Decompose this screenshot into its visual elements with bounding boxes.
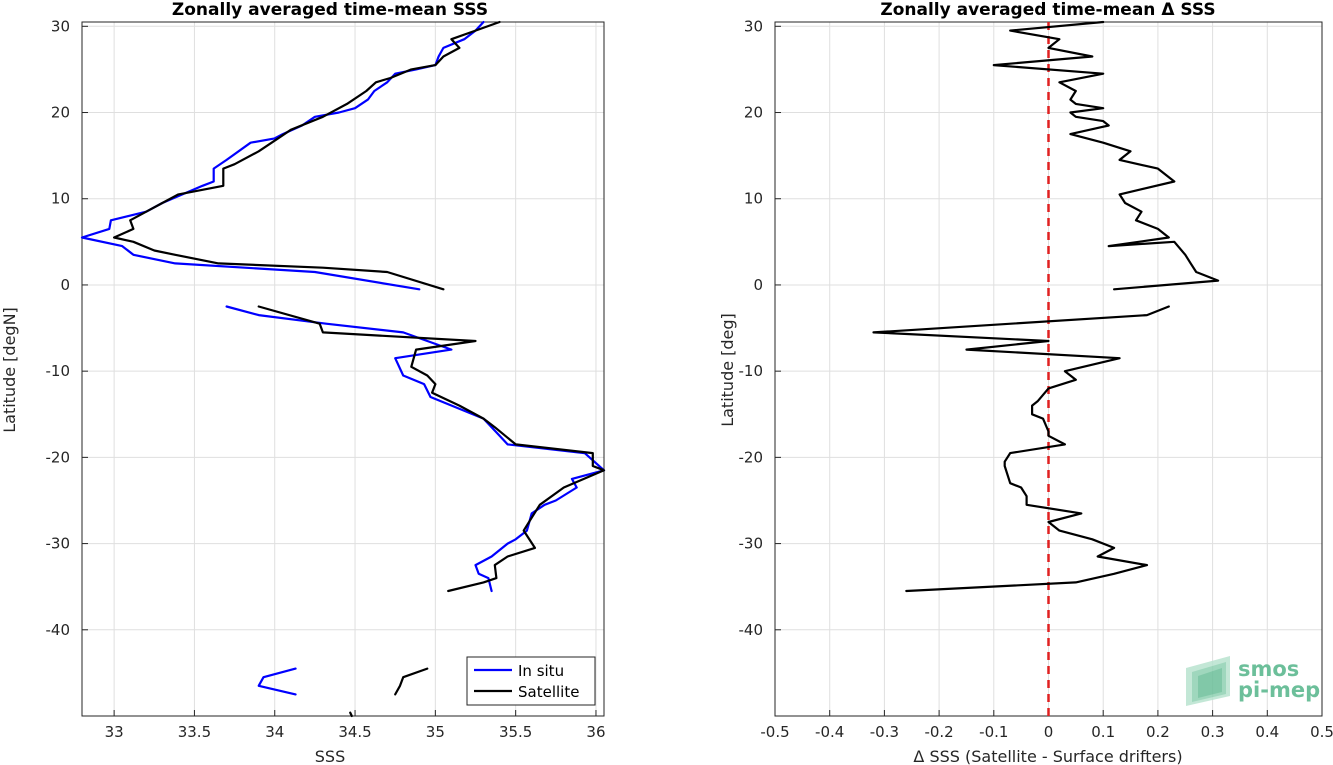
left-xtick-label: 35 <box>426 723 445 741</box>
right-ytick-label: -10 <box>739 362 764 380</box>
right-panel-delta-sss: Zonally averaged time-mean Δ SSS -0.5 -0.… <box>718 0 1333 765</box>
left-ytick-label: -20 <box>46 448 71 466</box>
left-xtick-label: 36 <box>586 723 605 741</box>
series-line-delta-sss-0 <box>992 20 1220 291</box>
right-xtick-label: 0.4 <box>1255 723 1279 741</box>
legend-label-satellite: Satellite <box>518 683 579 701</box>
left-ticks: 33 33.5 34 34.5 35 35.5 36 30 20 10 0 -10 -20 -30 -40 <box>46 17 606 741</box>
series-line-in-situ-2 <box>257 667 297 696</box>
right-xtick-label: 0.1 <box>1091 723 1115 741</box>
logo-text-smos: smos <box>1238 657 1299 681</box>
right-xtick-label: -0.4 <box>815 723 844 741</box>
left-ytick-label: -30 <box>46 535 71 553</box>
left-xtick-label: 33.5 <box>178 723 211 741</box>
left-ytick-label: -40 <box>46 621 71 639</box>
series-line-delta-sss-1 <box>872 305 1170 593</box>
right-ytick-label: 30 <box>744 17 763 35</box>
series-line-in-situ-0 <box>80 20 485 291</box>
left-ytick-label: 0 <box>60 276 70 294</box>
left-x-axis-label: SSS <box>315 747 345 765</box>
left-gridlines <box>82 22 604 716</box>
left-ytick-label: 20 <box>51 104 70 122</box>
right-xtick-label: 0 <box>1044 723 1054 741</box>
right-ytick-label: 0 <box>753 276 763 294</box>
right-xtick-label: 0.3 <box>1201 723 1225 741</box>
left-xtick-label: 34 <box>265 723 284 741</box>
legend-label-in-situ: In situ <box>518 662 564 680</box>
left-chart-title: Zonally averaged time-mean SSS <box>172 0 488 20</box>
right-xtick-label: -0.1 <box>979 723 1008 741</box>
series-line-satellite-3 <box>349 711 353 718</box>
right-xtick-label: 0.2 <box>1146 723 1170 741</box>
right-ticks: -0.5 -0.4 -0.3 -0.2 -0.1 0 0.1 0.2 0.3 0.4 0.5 30 20… <box>739 17 1333 741</box>
right-ytick-label: 20 <box>744 104 763 122</box>
left-axes-frame <box>81 21 605 717</box>
right-ytick-label: -20 <box>739 448 764 466</box>
right-xtick-label: -0.3 <box>870 723 899 741</box>
right-xtick-label: -0.5 <box>760 723 789 741</box>
smos-pi-mep-logo: smos pi-mep <box>1186 656 1320 706</box>
right-xtick-label: -0.2 <box>924 723 953 741</box>
legend: In situ Satellite <box>466 656 596 706</box>
left-y-axis-label: Latitude [degN] <box>0 307 19 433</box>
right-x-axis-label: Δ SSS (Satellite - Surface drifters) <box>913 747 1182 765</box>
left-ytick-label: -10 <box>46 362 71 380</box>
left-ytick-label: 10 <box>51 190 70 208</box>
series-line-satellite-2 <box>394 667 429 696</box>
right-y-axis-label: Latitude [deg] <box>718 313 737 427</box>
right-xtick-label: 0.5 <box>1310 723 1333 741</box>
left-xtick-label: 33 <box>105 723 124 741</box>
right-ytick-label: 10 <box>744 190 763 208</box>
series-line-satellite-1 <box>257 305 606 593</box>
left-ytick-label: 30 <box>51 17 70 35</box>
series-line-satellite-0 <box>112 20 501 291</box>
logo-mark <box>1186 656 1230 706</box>
right-series <box>872 20 1220 716</box>
right-ytick-label: -40 <box>739 621 764 639</box>
left-panel-sss: Zonally averaged time-mean SSS 33 33.5 34 3… <box>0 0 606 765</box>
right-ytick-label: -30 <box>739 535 764 553</box>
left-xtick-label: 35.5 <box>499 723 532 741</box>
legend-box <box>466 656 596 706</box>
left-xtick-label: 34.5 <box>338 723 371 741</box>
logo-text-pi-mep: pi-mep <box>1238 678 1320 702</box>
right-chart-title: Zonally averaged time-mean Δ SSS <box>880 0 1215 20</box>
left-series <box>80 20 606 718</box>
